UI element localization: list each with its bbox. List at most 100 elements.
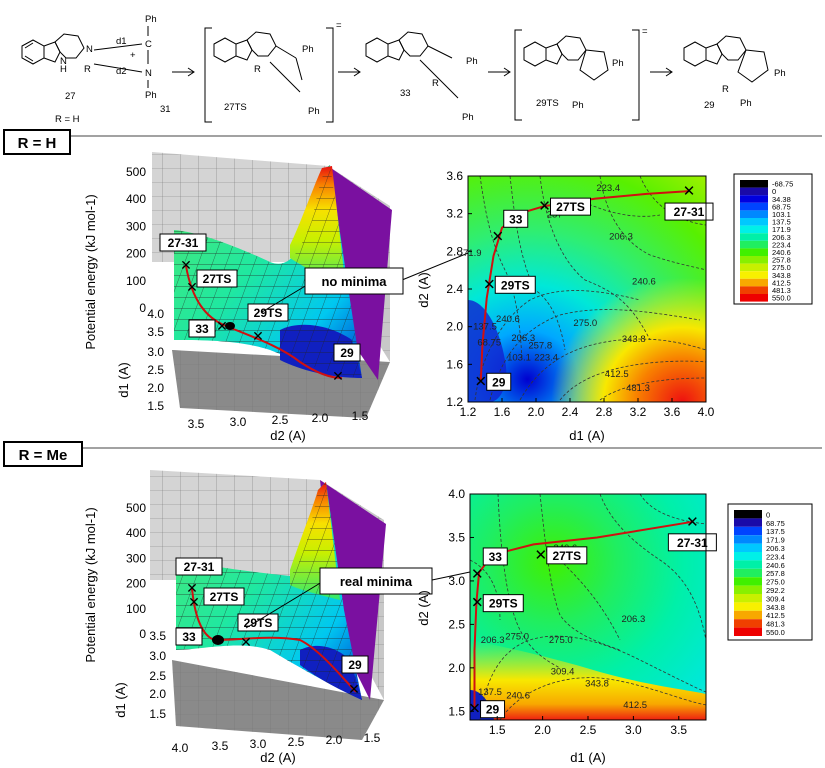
x-tick-label: 1.2 xyxy=(460,405,477,419)
contour-value-label: 71.9 xyxy=(463,248,482,259)
legend-level: 223.4 xyxy=(766,552,785,561)
back-wall-grid xyxy=(150,470,320,580)
compound-29ts-label: 29TS xyxy=(536,98,559,109)
point-33-dot xyxy=(212,635,224,645)
callout-27ts: 27TS xyxy=(203,587,245,606)
point-marker-33: ✕ xyxy=(491,228,504,245)
d2-axis-title: d2 (A) xyxy=(270,428,305,443)
y-tick-label: 2.0 xyxy=(448,661,465,675)
legend-level: 206.3 xyxy=(766,544,785,553)
legend-level: 550.0 xyxy=(772,294,791,303)
d1-tick-label: 3.0 xyxy=(147,345,164,359)
legend-level: 0 xyxy=(772,187,776,196)
panel-tag-text: R = Me xyxy=(19,447,68,464)
legend-level: 137.5 xyxy=(766,527,785,536)
compound-29-label: 29 xyxy=(704,100,715,111)
arrow-3 xyxy=(488,67,511,77)
legend-swatch xyxy=(740,286,768,294)
contour-value-label: 68.75 xyxy=(477,338,501,349)
y-tick-label: 3.6 xyxy=(446,169,463,183)
callout-29: 29 xyxy=(333,343,361,362)
legend-level: 257.8 xyxy=(766,569,785,578)
callout-text: 29 xyxy=(340,346,354,360)
point-marker-27TS: ✕ xyxy=(535,547,548,564)
contour-value-label: 240.6 xyxy=(632,276,656,287)
y-axis-ticks: 1.5 2.0 2.5 3.0 3.5 4.0 xyxy=(448,487,474,718)
legend-swatch xyxy=(740,263,768,272)
legend-level: 0 xyxy=(766,510,770,519)
point-label: 27TS xyxy=(552,549,581,563)
d2-tick-label: 1.5 xyxy=(364,731,381,745)
legend-level: 292.2 xyxy=(766,586,785,595)
d2-tick-label: 2.0 xyxy=(326,733,343,747)
callout-27-31: 27-31 xyxy=(159,233,207,252)
atom-ph: Ph xyxy=(145,14,157,25)
legend-swatch xyxy=(740,195,768,203)
d2-tick-label: 2.0 xyxy=(312,411,329,425)
legend-swatch xyxy=(734,552,762,561)
callout-text: 33 xyxy=(182,630,196,644)
contour-value-label: 481.3 xyxy=(626,383,650,394)
z-tick-label: 400 xyxy=(126,192,146,206)
d1-tick-label: 2.5 xyxy=(147,363,164,377)
compound-33-structure xyxy=(365,31,459,99)
surface-3d-r-me: ✕ ✕ ✕ ✕ 27-31 27TS 29TS 33 29 0 100 200 300… xyxy=(83,470,386,765)
d1-label: d1 xyxy=(116,36,127,47)
atom-c: C xyxy=(145,39,152,50)
annotation-real-minima: real minima xyxy=(245,567,471,629)
z-tick-label: 0 xyxy=(139,301,146,315)
x-axis-title: d1 (A) xyxy=(569,428,604,443)
legend-level: 343.8 xyxy=(772,271,791,280)
z-tick-label: 300 xyxy=(126,551,146,565)
d1-tick-label: 3.0 xyxy=(149,649,166,663)
compound-33-label: 33 xyxy=(400,88,411,99)
z-tick-label: 200 xyxy=(126,247,146,261)
z-axis-ticks: 0 100 200 300 400 500 xyxy=(126,165,146,315)
contour-fill-hot xyxy=(470,640,706,720)
atom-r: R xyxy=(432,78,439,89)
annotation-text: real minima xyxy=(340,574,413,589)
y-axis-ticks: 1.2 1.6 2.0 2.4 2.8 3.2 3.6 xyxy=(446,169,472,409)
color-legend-r-me: 068.75137.5171.9206.3223.4240.6257.8275.… xyxy=(727,503,813,641)
legend-swatch xyxy=(734,568,762,578)
callout-text: 27TS xyxy=(203,272,232,286)
contour-value-label: 412.5 xyxy=(605,369,629,380)
d1-axis-ticks: 3.5 3.0 2.5 2.0 1.5 xyxy=(149,629,166,721)
point-label-box xyxy=(503,209,529,228)
compound-27-label: 27 xyxy=(65,91,76,102)
point-33-dot xyxy=(225,322,235,330)
atom-ph: Ph xyxy=(572,100,584,111)
d2-tick-label: 1.5 xyxy=(352,409,369,423)
y-axis-title: d2 (A) xyxy=(416,272,431,307)
y-tick-label: 3.5 xyxy=(448,530,465,544)
point-label: 27TS xyxy=(556,200,585,214)
point-label: 33 xyxy=(509,212,523,226)
legend-swatch xyxy=(740,180,768,188)
atom-n: N xyxy=(60,56,67,67)
legend-level: 481.3 xyxy=(772,286,791,295)
x-axis-title: d1 (A) xyxy=(570,750,605,765)
ts-charge: = xyxy=(336,20,342,31)
atom-ph: Ph xyxy=(612,58,624,69)
compound-31-bonds xyxy=(93,26,149,88)
contour-lines xyxy=(469,493,707,721)
z-tick-label: 500 xyxy=(126,165,146,179)
annotation-text: no minima xyxy=(321,274,387,289)
atom-r: R xyxy=(84,64,91,75)
d1-tick-label: 3.5 xyxy=(149,629,166,643)
x-axis-ticks: 1.2 1.6 2.0 2.4 2.8 3.2 3.6 4.0 xyxy=(460,398,715,419)
z-tick-label: 400 xyxy=(126,526,146,540)
legend-level: 275.0 xyxy=(766,578,785,587)
atom-n: N xyxy=(145,68,152,79)
d1-axis-title: d1 (A) xyxy=(113,682,128,717)
legend-swatch xyxy=(740,187,768,196)
contour-value-label: 275.0 xyxy=(549,635,573,646)
callout-text: 27TS xyxy=(210,590,239,604)
point-marker-29ts: ✕ xyxy=(252,328,264,344)
x-tick-label: 3.0 xyxy=(625,723,642,737)
callout-29: 29 xyxy=(341,655,369,674)
compound-27ts-structure xyxy=(213,31,303,93)
ts2-brackets xyxy=(514,29,640,121)
callout-29ts: 29TS xyxy=(237,613,279,632)
